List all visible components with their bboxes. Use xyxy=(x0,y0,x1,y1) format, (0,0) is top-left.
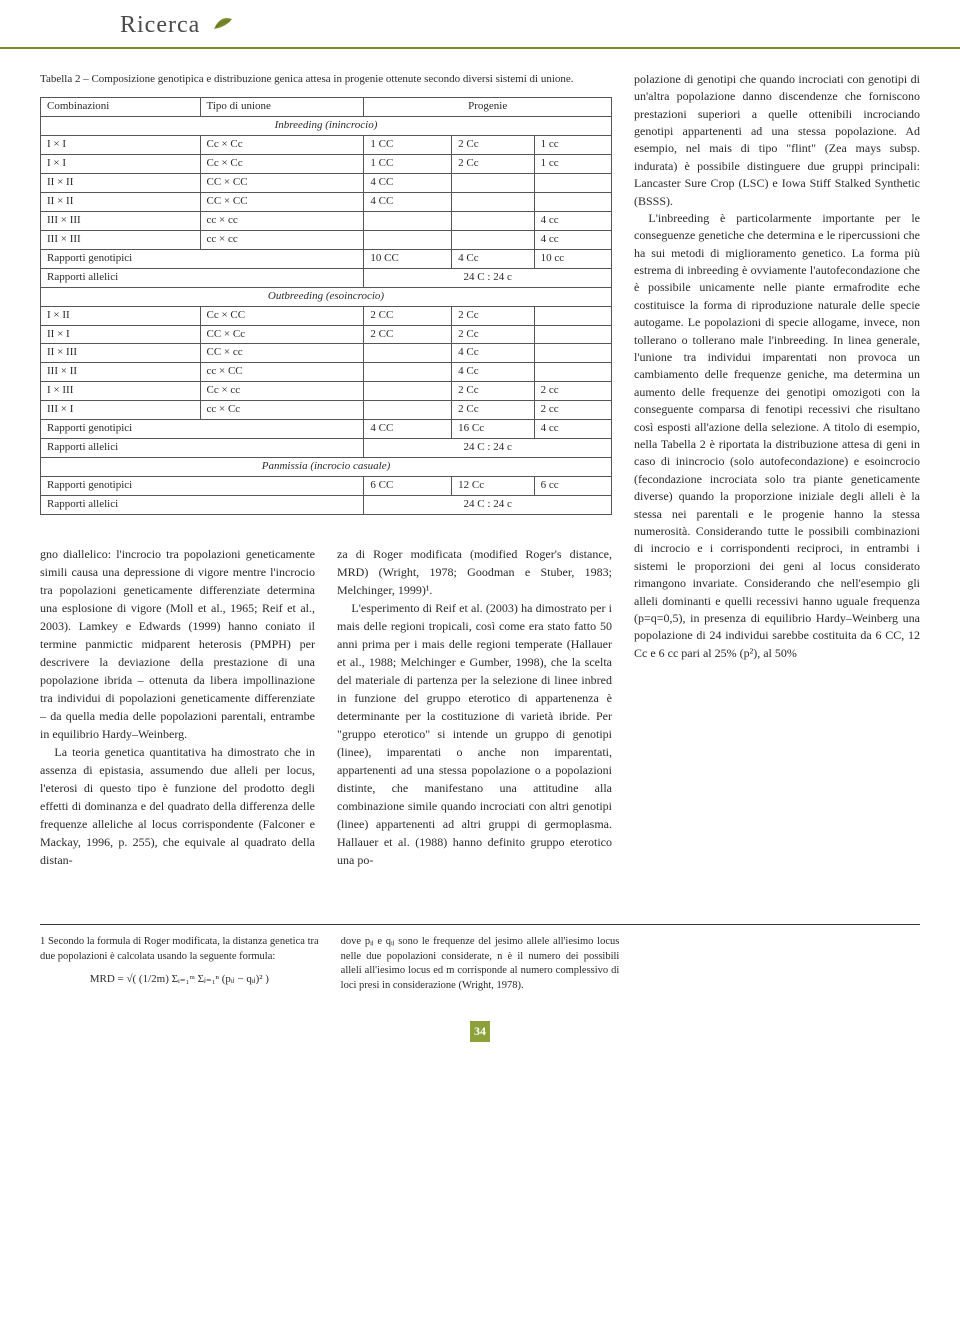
row-geno: Rapporti genotipici4 CC16 Cc4 cc xyxy=(41,420,612,439)
page-number-wrap: 34 xyxy=(0,1021,960,1042)
footnote-left: 1 Secondo la formula di Roger modificata… xyxy=(40,935,319,996)
left-column: Tabella 2 – Composizione genotipica e di… xyxy=(40,71,612,869)
page-header: Ricerca xyxy=(0,0,960,49)
table-row: II × IIICC × cc4 Cc xyxy=(41,344,612,363)
section-outbreeding: Outbreeding (esoincrocio) xyxy=(41,287,612,306)
table-row: I × IIICc × cc2 Cc2 cc xyxy=(41,382,612,401)
table-row: III × IIIcc × cc4 cc xyxy=(41,230,612,249)
row-alle: Rapporti allelici24 C : 24 c xyxy=(41,495,612,514)
table-header-row: Combinazioni Tipo di unione Progenie xyxy=(41,98,612,117)
header-title: Ricerca xyxy=(120,8,200,43)
paragraph: La teoria genetica quantitativa ha dimos… xyxy=(40,743,315,869)
table-caption: Tabella 2 – Composizione genotipica e di… xyxy=(40,71,612,88)
text-column-2: za di Roger modificata (modified Roger's… xyxy=(337,545,612,869)
table-row: I × ICc × Cc1 CC2 Cc1 cc xyxy=(41,155,612,174)
mrd-formula: MRD = √( (1/2m) Σᵢ₌₁ᵐ Σⱼ₌₁ⁿ (pᵢⱼ − qᵢⱼ)²… xyxy=(40,972,319,987)
genotype-table: Combinazioni Tipo di unione Progenie Inb… xyxy=(40,97,612,515)
section-inbreeding: Inbreeding (inincrocio) xyxy=(41,117,612,136)
paragraph: gno diallelico: l'incrocio tra popolazio… xyxy=(40,545,315,743)
paragraph: za di Roger modificata (modified Roger's… xyxy=(337,545,612,599)
section-panmissia: Panmissia (incrocio casuale) xyxy=(41,458,612,477)
row-geno: Rapporti genotipici6 CC12 Cc6 cc xyxy=(41,477,612,496)
text-columns: gno diallelico: l'incrocio tra popolazio… xyxy=(40,545,612,869)
leaf-icon xyxy=(210,13,238,38)
table-row: I × ICc × Cc1 CC2 Cc1 cc xyxy=(41,136,612,155)
th-combinazioni: Combinazioni xyxy=(41,98,201,117)
table-row: III × IIcc × CC4 Cc xyxy=(41,363,612,382)
paragraph: L'inbreeding è particolarmente important… xyxy=(634,210,920,662)
page-number: 34 xyxy=(470,1021,490,1042)
th-tipo: Tipo di unione xyxy=(200,98,364,117)
th-progenie: Progenie xyxy=(364,98,612,117)
footnote-text: dove pᵢⱼ e qᵢⱼ sono le frequenze del jes… xyxy=(341,935,620,994)
row-alle: Rapporti allelici24 C : 24 c xyxy=(41,268,612,287)
content-area: Tabella 2 – Composizione genotipica e di… xyxy=(0,71,960,899)
footnote-right: dove pᵢⱼ e qᵢⱼ sono le frequenze del jes… xyxy=(341,935,620,996)
footnote-empty xyxy=(641,935,920,996)
row-geno: Rapporti genotipici10 CC4 Cc10 cc xyxy=(41,249,612,268)
text-column-1: gno diallelico: l'incrocio tra popolazio… xyxy=(40,545,315,869)
footnote-separator xyxy=(40,924,920,925)
right-column: polazione di genotipi che quando incroci… xyxy=(634,71,920,869)
paragraph: L'esperimento di Reif et al. (2003) ha d… xyxy=(337,599,612,869)
footnote-text: 1 Secondo la formula di Roger modificata… xyxy=(40,935,319,964)
table-row: II × IICC × CC4 CC xyxy=(41,174,612,193)
table-row: III × Icc × Cc2 Cc2 cc xyxy=(41,401,612,420)
paragraph: polazione di genotipi che quando incroci… xyxy=(634,71,920,210)
table-row: I × IICc × CC2 CC2 Cc xyxy=(41,306,612,325)
row-alle: Rapporti allelici24 C : 24 c xyxy=(41,439,612,458)
table-row: II × ICC × Cc2 CC2 Cc xyxy=(41,325,612,344)
footnotes: 1 Secondo la formula di Roger modificata… xyxy=(0,935,960,996)
table-row: II × IICC × CC4 CC xyxy=(41,192,612,211)
table-row: III × IIIcc × cc4 cc xyxy=(41,211,612,230)
